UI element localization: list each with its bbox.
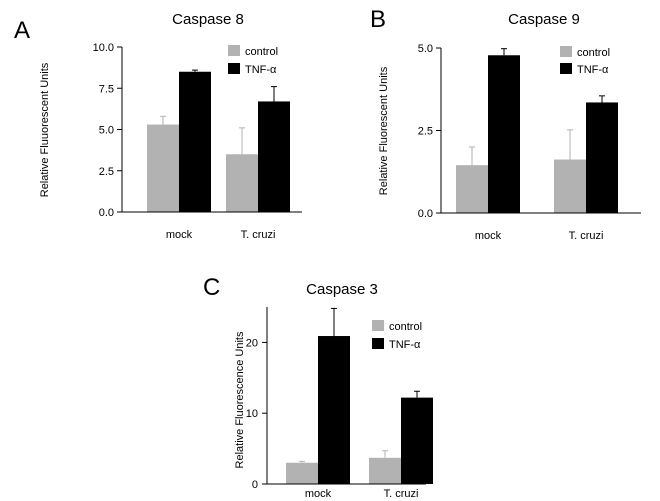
- legend-swatch-tnf: [560, 63, 572, 74]
- bar-tnf-1: [401, 397, 433, 484]
- bar-control-1: [369, 457, 401, 484]
- bar-tnf-1: [586, 102, 618, 213]
- y-tick-label: 7.5: [99, 83, 114, 95]
- x-tick-label: T. cruzi: [241, 229, 276, 241]
- plot-area: 0.0 2.5 5.0 7.5 10.0 mock T. cruzi: [93, 42, 302, 241]
- plot-area: 0.0 2.5 5.0 mock T. cruzi: [418, 43, 641, 242]
- chart-title: Caspase 8: [172, 11, 244, 28]
- legend-label-tnf: TNF-α: [245, 64, 277, 76]
- legend: control TNF-α: [372, 320, 422, 351]
- panel-letter-c: C: [203, 274, 220, 301]
- legend-label-tnf: TNF-α: [577, 64, 609, 76]
- plot-area: 0 10 20 mock T. cruzi: [246, 307, 433, 500]
- x-tick-label: mock: [305, 488, 332, 500]
- bar-control-0: [286, 462, 318, 484]
- y-axis-title: Relative Fluuorescent Units: [39, 62, 51, 197]
- y-axis-title: Relative Fluorescent Units: [378, 66, 390, 195]
- bar-control-1: [554, 159, 586, 213]
- x-tick-label: mock: [166, 229, 193, 241]
- y-tick-label: 5.0: [418, 43, 433, 55]
- legend-label-tnf: TNF-α: [389, 339, 421, 351]
- bar-tnf-0: [179, 71, 211, 212]
- y-tick-label: 20: [246, 337, 258, 349]
- bar-control-0: [456, 165, 488, 213]
- y-tick-label: 10: [246, 408, 258, 420]
- x-tick-label: T. cruzi: [569, 230, 604, 242]
- panel-caspase-3: C Caspase 3 Relative Fluorescence Units …: [203, 274, 433, 500]
- chart-title: Caspase 9: [508, 11, 580, 28]
- x-tick-label: T. cruzi: [384, 488, 419, 500]
- bar-tnf-0: [488, 55, 520, 214]
- bar-tnf-1: [258, 101, 290, 212]
- legend-swatch-control: [372, 320, 384, 331]
- legend: control TNF-α: [228, 45, 278, 76]
- legend-label-control: control: [389, 321, 422, 333]
- y-tick-label: 0.0: [418, 208, 433, 220]
- legend-swatch-tnf: [228, 63, 240, 74]
- panel-caspase-8: A Caspase 8 Relative Fluuorescent Units …: [14, 11, 302, 241]
- panel-letter-a: A: [14, 17, 30, 44]
- legend-swatch-control: [228, 45, 240, 56]
- bar-control-0: [147, 124, 179, 212]
- y-tick-label: 0: [252, 479, 258, 491]
- legend-label-control: control: [577, 47, 610, 59]
- y-tick-label: 2.5: [418, 126, 433, 138]
- y-tick-label: 0.0: [99, 207, 114, 219]
- bar-tnf-0: [318, 336, 350, 484]
- bar-control-1: [226, 154, 258, 212]
- legend-swatch-control: [560, 46, 572, 57]
- panel-letter-b: B: [370, 6, 386, 33]
- y-tick-label: 5.0: [99, 125, 114, 137]
- chart-title: Caspase 3: [306, 281, 378, 298]
- panel-caspase-9: B Caspase 9 Relative Fluorescent Units 0…: [370, 6, 641, 242]
- legend-label-control: control: [245, 46, 278, 58]
- y-tick-label: 10.0: [93, 42, 114, 54]
- y-axis-title: Relative Fluorescence Units: [234, 331, 246, 468]
- legend-swatch-tnf: [372, 338, 384, 349]
- y-tick-label: 2.5: [99, 166, 114, 178]
- legend: control TNF-α: [560, 46, 610, 76]
- x-tick-label: mock: [475, 230, 502, 242]
